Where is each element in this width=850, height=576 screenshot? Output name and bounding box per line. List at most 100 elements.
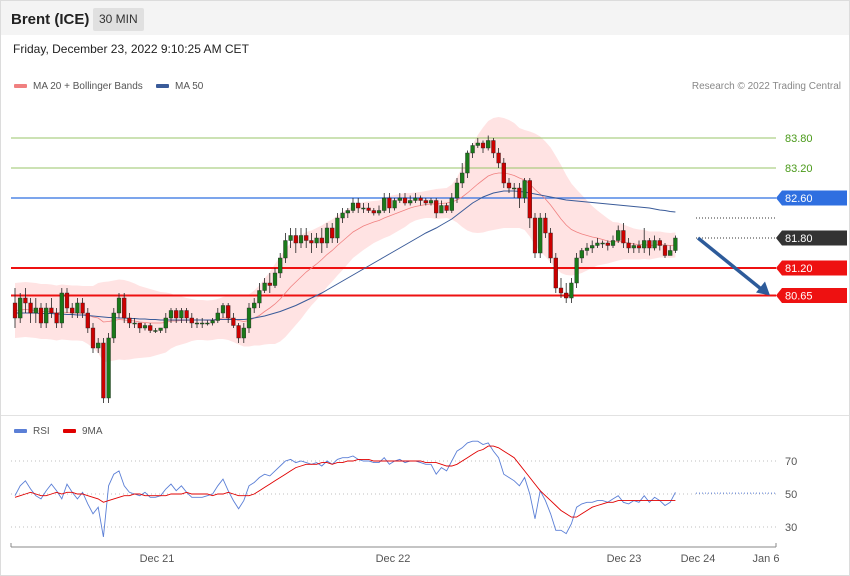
candle-body — [361, 207, 366, 210]
candle-body — [579, 250, 584, 259]
level-badge-3 — [776, 230, 847, 246]
candle-body — [465, 152, 470, 174]
candle-body — [647, 240, 652, 249]
legend-label-ma50: MA 50 — [175, 81, 204, 92]
candle-body — [501, 162, 506, 184]
candle-body — [345, 210, 350, 214]
candle-body — [127, 317, 132, 324]
x-tick-label: Dec 22 — [376, 553, 411, 565]
candle-body — [54, 312, 59, 324]
rsi-level-label-50: 50 — [785, 489, 797, 501]
candle-body — [590, 245, 595, 249]
candle-body — [64, 292, 70, 309]
candle-body — [304, 235, 309, 241]
candle-body — [241, 327, 246, 339]
candle-body — [444, 205, 449, 211]
candle-body — [574, 257, 579, 284]
candle-body — [314, 237, 319, 244]
candle-body — [657, 240, 662, 246]
candle-body — [288, 235, 293, 241]
candle-body — [163, 317, 168, 329]
level-label-4: 81.20 — [785, 263, 813, 275]
candle-body — [158, 327, 163, 331]
candle-body — [543, 217, 548, 234]
candle-body — [324, 227, 330, 244]
candle-body — [631, 245, 636, 249]
candle-body — [350, 202, 356, 211]
bollinger-band-layer — [15, 117, 676, 362]
rsi-chart: 70 50 30 Dec 21 Dec 22 Dec 23 Dec 24 Jan 6 — [10, 440, 797, 565]
legend-swatch-ma20 — [14, 84, 27, 89]
candle-body — [101, 342, 106, 399]
candle-body — [236, 325, 241, 339]
candle-body — [626, 242, 631, 249]
candle-body — [96, 342, 101, 349]
candle-body — [200, 322, 205, 325]
candle-body — [252, 302, 257, 309]
rsi-grid: 70 50 30 — [11, 456, 797, 534]
candle-body — [673, 237, 678, 251]
candle-body — [486, 140, 491, 149]
candle-body — [111, 312, 116, 339]
bollinger-band — [15, 117, 676, 362]
candle-body — [335, 217, 340, 239]
candle-body — [532, 217, 538, 254]
candle-body — [215, 312, 220, 321]
candle-body — [475, 142, 480, 146]
candle-body — [220, 305, 226, 314]
candle-body — [553, 257, 558, 289]
candle-body — [512, 187, 517, 190]
candle-body — [387, 197, 392, 209]
candle-body — [267, 282, 272, 286]
candle-body — [309, 240, 314, 244]
candle-body — [122, 297, 127, 319]
candle-body — [80, 302, 85, 314]
candle-body — [132, 322, 137, 325]
legend-item-ma50: MA 50 — [156, 81, 203, 92]
ma20-line — [14, 172, 676, 324]
projection-arrow-layer — [696, 236, 770, 296]
candle-body — [558, 287, 564, 294]
legend-item-rsi: RSI — [14, 426, 50, 437]
candle-body — [408, 200, 413, 204]
candle-body — [231, 317, 236, 326]
candle-body — [179, 310, 184, 319]
instrument-title: Brent (ICE) — [11, 11, 90, 28]
panel-divider — [1, 415, 849, 416]
candle-body — [454, 182, 460, 199]
candle-body — [527, 180, 532, 219]
candle-body — [605, 242, 610, 246]
candle-body — [90, 327, 96, 349]
candle-body — [439, 205, 444, 214]
candle-body — [33, 307, 38, 314]
candle-body — [85, 312, 90, 329]
candle-body — [23, 297, 28, 304]
candle-body — [116, 297, 122, 314]
timeframe-badge[interactable]: 30 MIN — [93, 8, 144, 31]
candle-body — [174, 310, 179, 319]
legend-item-9ma: 9MA — [63, 426, 103, 437]
candle-body — [262, 282, 267, 291]
level-label-2: 82.60 — [785, 193, 813, 205]
candle-body — [584, 247, 590, 251]
candle-body — [44, 307, 49, 324]
candle-body — [356, 202, 361, 209]
rsi-level-label-70: 70 — [785, 456, 797, 468]
rsi-level-label-30: 30 — [785, 522, 797, 534]
legend-label-rsi: RSI — [33, 426, 50, 437]
candle-body — [595, 242, 600, 246]
candle-body — [319, 237, 324, 244]
x-tick-label: Jan 6 — [753, 553, 780, 565]
candle-body — [70, 307, 75, 314]
candle-body — [142, 325, 148, 329]
candle-body — [278, 257, 283, 274]
candle-body — [413, 197, 418, 201]
candle-body — [210, 320, 215, 324]
level-label-3: 81.80 — [785, 233, 813, 245]
candle-body — [522, 180, 527, 199]
candle-body — [298, 235, 304, 244]
level-badge-2 — [776, 190, 847, 206]
candle-body — [402, 197, 408, 204]
level-badge-5 — [776, 288, 847, 303]
candle-body — [340, 212, 345, 219]
